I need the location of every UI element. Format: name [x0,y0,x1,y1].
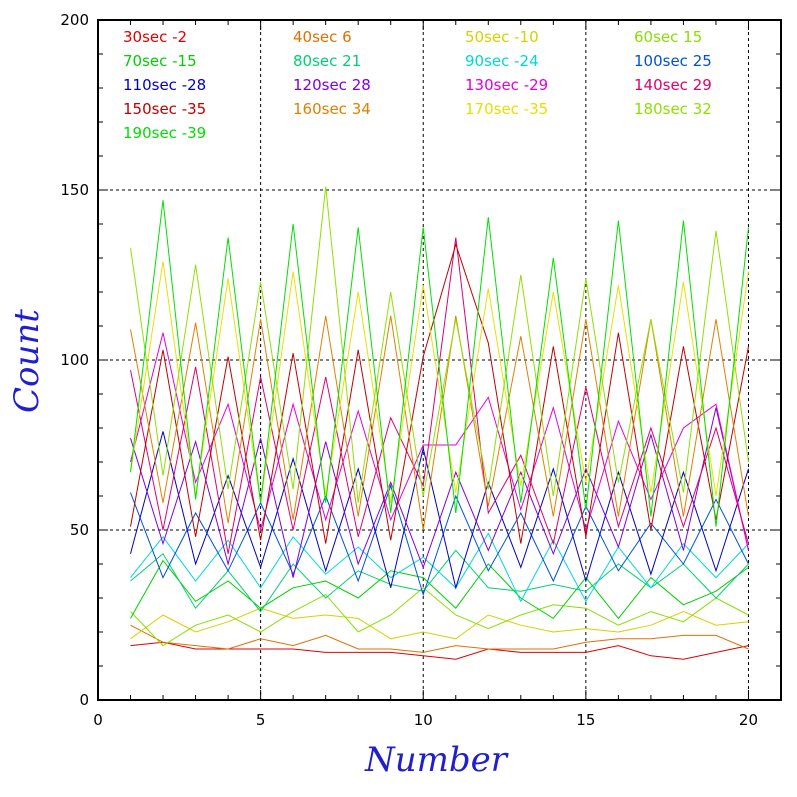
y-tick-label: 150 [60,181,89,199]
series-line [130,332,749,551]
legend-entry: 180sec 32 [634,100,712,118]
legend-entry: 190sec -39 [123,124,206,142]
series-line [130,624,749,653]
series-line [130,237,749,554]
legend-entry: 120sec 28 [293,76,371,94]
legend-entry: 130sec -29 [465,76,548,94]
x-tick-label: 15 [576,711,595,729]
x-tick-label: 10 [414,711,433,729]
series-lines [130,186,749,660]
legend-entry: 100sec 25 [634,52,712,70]
legend-entry: 140sec 29 [634,76,712,94]
series-line [130,641,749,660]
series-line [130,607,749,640]
grid-lines [98,20,781,700]
legend: 30sec -2 40sec 6 50sec -10 60sec 15 70sec -1… [123,28,712,142]
legend-entry: 50sec -10 [465,28,539,46]
y-tick-label: 50 [70,521,89,539]
legend-entry: 170sec -35 [465,100,548,118]
y-tick-label: 0 [79,691,89,709]
series-line [130,407,749,578]
y-tick-label: 200 [60,11,89,29]
legend-entry: 90sec -24 [465,52,539,70]
x-tick-label: 20 [739,711,758,729]
legend-entry: 160sec 34 [293,100,371,118]
legend-entry: 70sec -15 [123,52,197,70]
x-axis-title: Number [364,740,509,780]
legend-entry: 110sec -28 [123,76,206,94]
axis-ticks [97,19,782,701]
legend-entry: 40sec 6 [293,28,352,46]
y-axis-title: Count [7,309,47,413]
series-line [130,200,749,527]
x-tick-label: 0 [93,711,103,729]
legend-entry: 60sec 15 [634,28,702,46]
series-line [130,261,749,503]
legend-entry: 30sec -2 [123,28,187,46]
y-tick-label: 100 [60,351,89,369]
x-tick-label: 5 [256,711,266,729]
series-line [130,549,749,613]
series-line [130,484,749,597]
series-line [130,532,749,603]
series-line [130,186,749,503]
series-line [130,315,749,531]
legend-entry: 150sec -35 [123,100,206,118]
series-line [130,242,749,544]
legend-entry: 80sec 21 [293,52,361,70]
series-line [130,587,749,647]
